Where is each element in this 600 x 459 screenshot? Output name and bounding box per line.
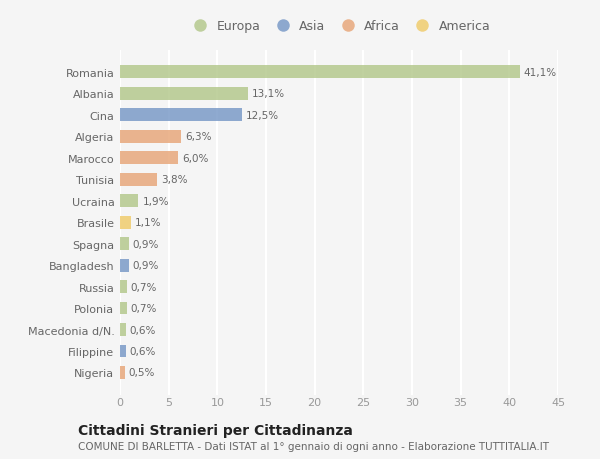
Bar: [120, 238, 129, 251]
Text: 1,1%: 1,1%: [134, 218, 161, 228]
Bar: [120, 88, 248, 101]
Bar: [120, 323, 126, 336]
Text: 0,6%: 0,6%: [130, 346, 156, 356]
Text: 0,9%: 0,9%: [133, 239, 159, 249]
Text: 0,6%: 0,6%: [130, 325, 156, 335]
Text: 0,5%: 0,5%: [129, 368, 155, 378]
Bar: [120, 302, 127, 315]
Bar: [120, 152, 178, 165]
Text: Cittadini Stranieri per Cittadinanza: Cittadini Stranieri per Cittadinanza: [78, 423, 353, 437]
Text: 6,0%: 6,0%: [182, 153, 209, 163]
Bar: [120, 130, 181, 143]
Text: 3,8%: 3,8%: [161, 175, 187, 185]
Text: 0,7%: 0,7%: [131, 282, 157, 292]
Text: 1,9%: 1,9%: [142, 196, 169, 206]
Text: 13,1%: 13,1%: [251, 89, 284, 99]
Bar: [120, 216, 131, 229]
Bar: [120, 366, 125, 379]
Text: 12,5%: 12,5%: [245, 111, 278, 120]
Text: 0,9%: 0,9%: [133, 261, 159, 270]
Text: COMUNE DI BARLETTA - Dati ISTAT al 1° gennaio di ogni anno - Elaborazione TUTTIT: COMUNE DI BARLETTA - Dati ISTAT al 1° ge…: [78, 441, 549, 451]
Bar: [120, 280, 127, 293]
Legend: Europa, Asia, Africa, America: Europa, Asia, Africa, America: [182, 16, 496, 39]
Bar: [120, 259, 129, 272]
Bar: [120, 195, 139, 207]
Bar: [120, 345, 126, 358]
Bar: [120, 174, 157, 186]
Text: 0,7%: 0,7%: [131, 303, 157, 313]
Bar: [120, 66, 520, 79]
Bar: [120, 109, 242, 122]
Text: 6,3%: 6,3%: [185, 132, 212, 142]
Text: 41,1%: 41,1%: [524, 67, 557, 78]
